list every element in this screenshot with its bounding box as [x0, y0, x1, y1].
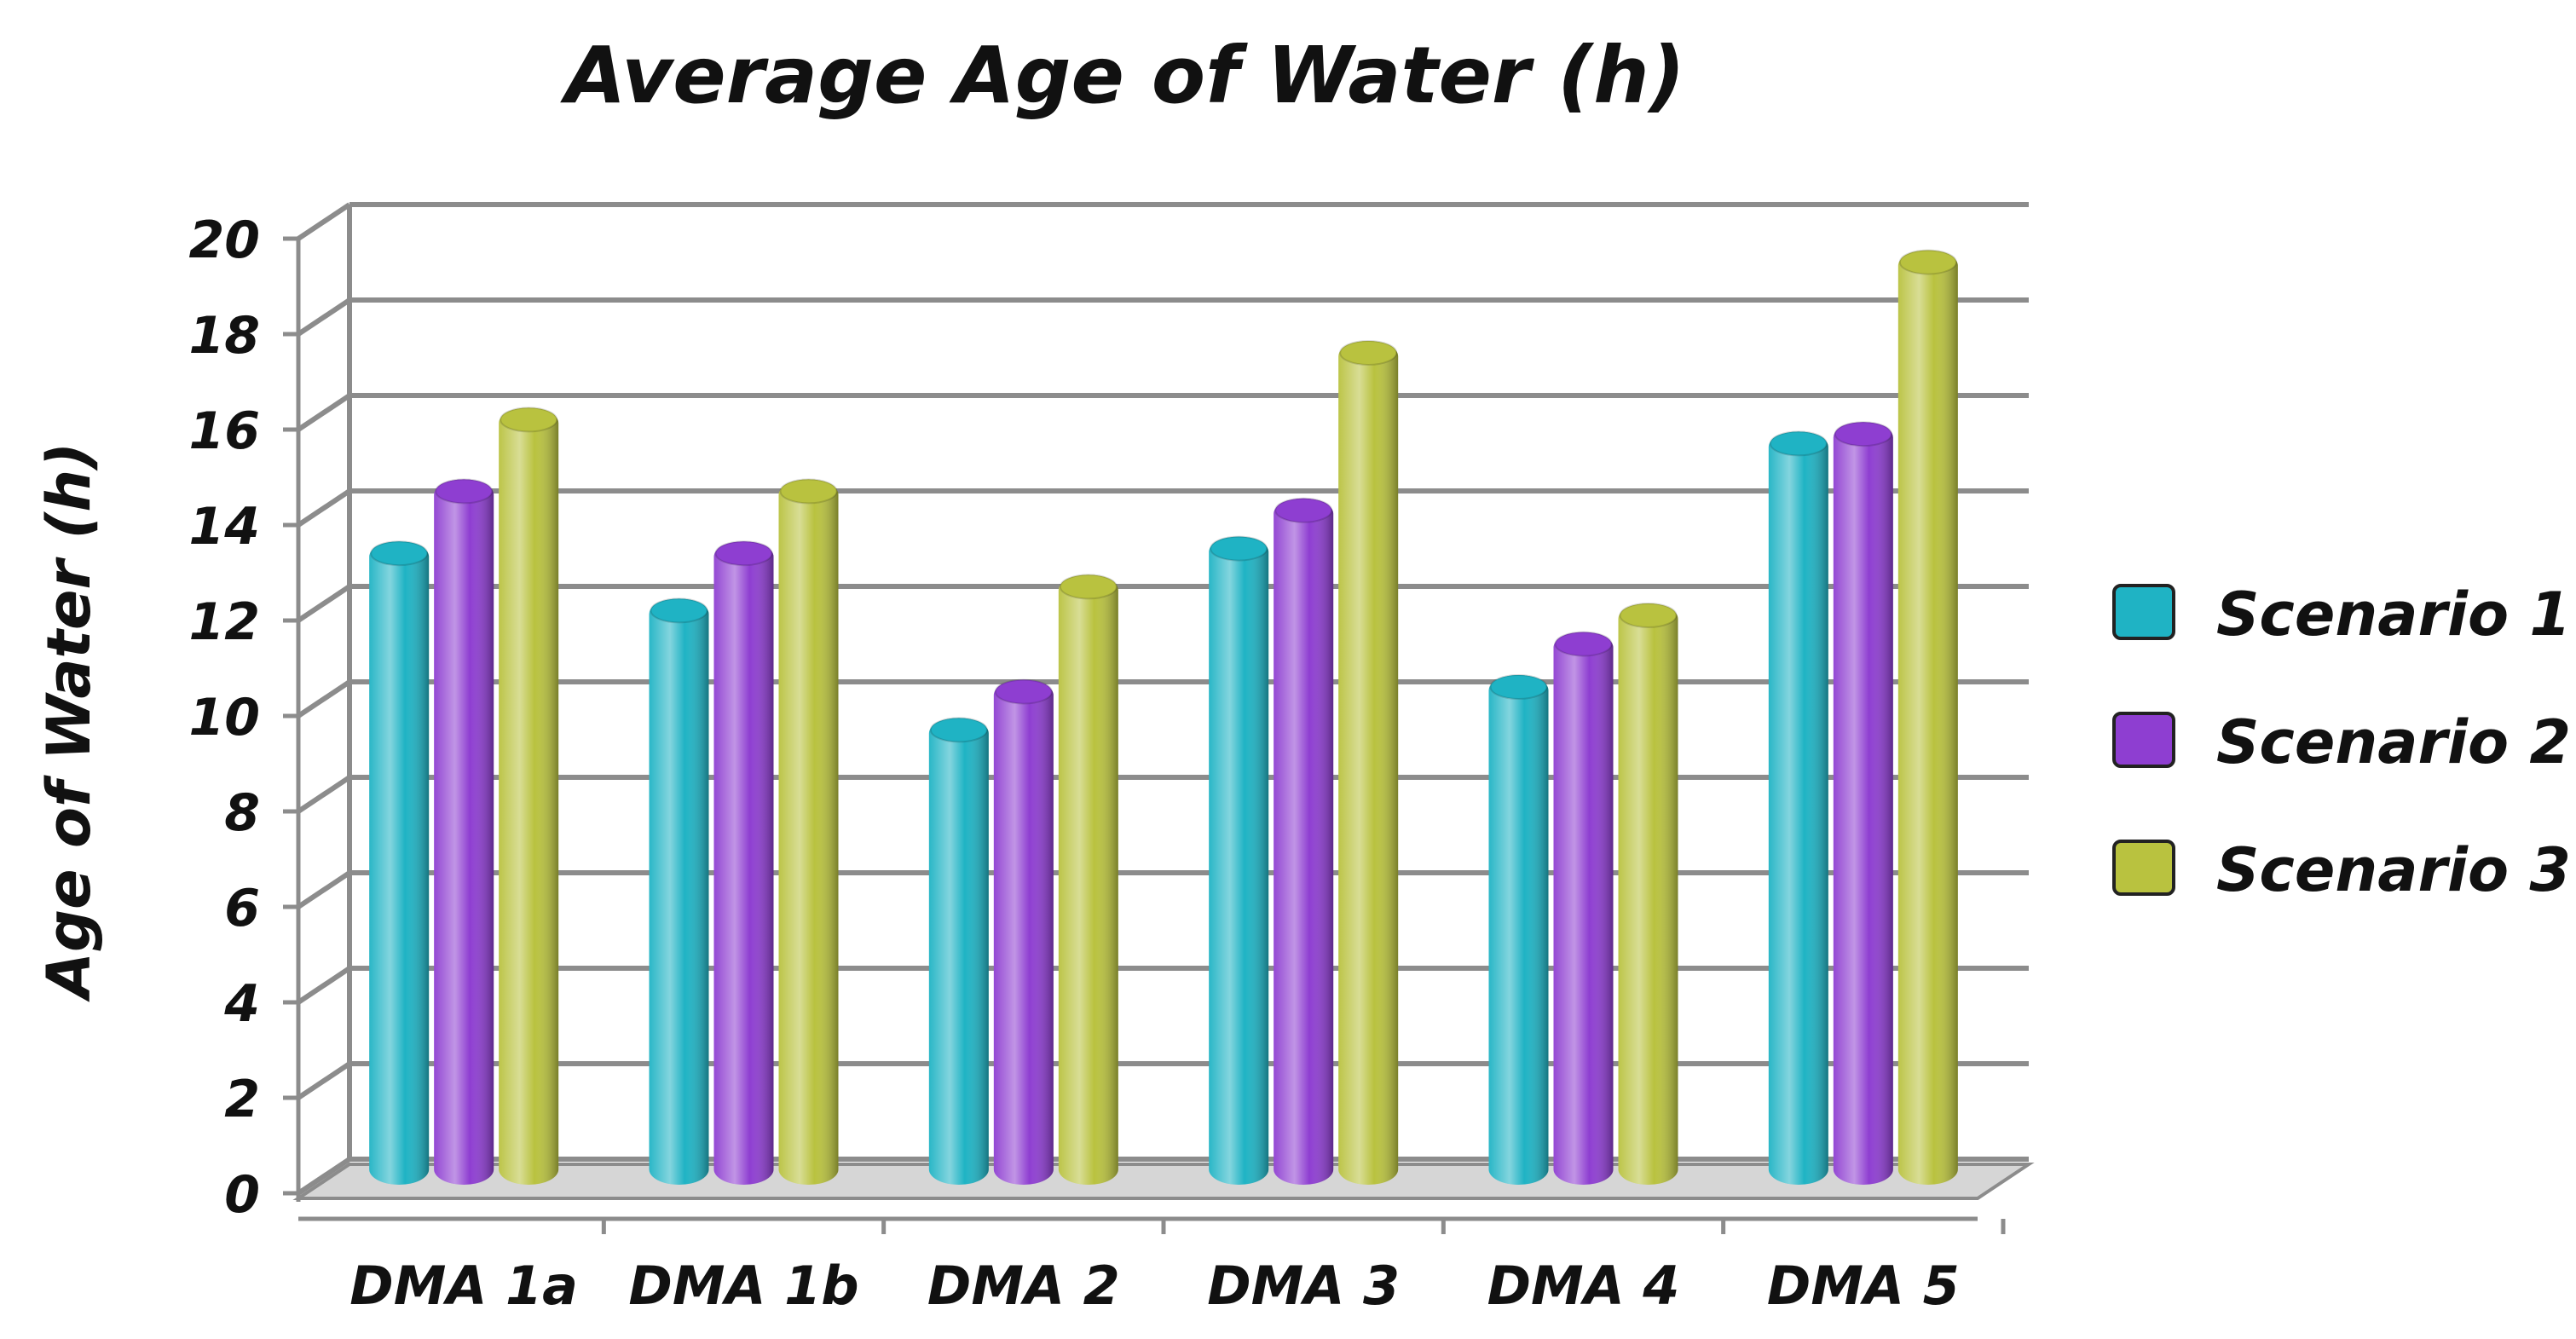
- bar-shine: [1488, 675, 1549, 1185]
- bar-dma-1b-scenario-3: [778, 478, 839, 1185]
- y-tick-label: 4: [223, 974, 260, 1034]
- chart-floor: [292, 1163, 2035, 1221]
- bar-shine: [713, 541, 774, 1185]
- bar-shine: [993, 679, 1054, 1185]
- bar-dma-2-scenario-1: [928, 717, 989, 1185]
- y-tick-label: 6: [224, 879, 260, 938]
- bar-shine: [928, 718, 989, 1185]
- bar-dma-2-scenario-2: [993, 678, 1054, 1185]
- bar-shine: [369, 541, 430, 1185]
- bar-cap: [1898, 249, 1957, 275]
- x-tick-label: DMA 4: [1487, 1255, 1680, 1317]
- bar-shine: [778, 479, 839, 1185]
- legend-swatch: [2112, 712, 2175, 768]
- gridline-diagonal: [297, 297, 351, 337]
- chart-title: Average Age of Water (h): [560, 30, 1685, 121]
- bar-shine: [1768, 431, 1828, 1185]
- bar-cap: [1834, 421, 1892, 447]
- bar-cap: [435, 478, 494, 505]
- y-tick-label: 8: [224, 783, 260, 843]
- bar-cap: [1554, 631, 1613, 657]
- bar-dma-3-scenario-3: [1338, 340, 1399, 1185]
- bar-cap: [929, 717, 988, 743]
- y-tick-label: 20: [189, 211, 261, 270]
- bar-shine: [649, 598, 709, 1185]
- grid: [283, 202, 2029, 1202]
- bar-shine: [434, 479, 494, 1185]
- bar-dma-1b-scenario-1: [649, 597, 709, 1185]
- gridline-diagonal: [297, 202, 351, 241]
- bar-shine: [1897, 250, 1958, 1186]
- bar-shine: [1553, 632, 1614, 1185]
- bar-cap: [1339, 340, 1398, 366]
- x-tick-label: DMA 3: [1207, 1255, 1400, 1317]
- y-tick-label: 18: [189, 306, 261, 366]
- bar-dma-3-scenario-1: [1209, 535, 1269, 1185]
- y-tick-label: 14: [189, 497, 261, 557]
- legend-label: Scenario 3: [2216, 835, 2571, 905]
- gridline-diagonal: [297, 1061, 351, 1100]
- bar-cap: [1210, 535, 1268, 562]
- gridline-diagonal: [297, 870, 351, 909]
- x-axis-ticks: DMA 1a DMA 1b DMA 2 DMA 3 DMA 4 DMA 5: [349, 1219, 2006, 1317]
- y-axis-label: Age of Water (h): [34, 442, 104, 1002]
- bar-cap: [994, 678, 1053, 705]
- bar-cap: [1059, 574, 1118, 600]
- x-tick-label: DMA 1b: [628, 1255, 858, 1317]
- bar-dma-4-scenario-2: [1553, 631, 1614, 1185]
- x-tick-label: DMA 1a: [349, 1255, 578, 1317]
- bar-cap: [1489, 674, 1548, 700]
- legend-label: Scenario 1: [2216, 580, 2571, 649]
- bar-cap: [650, 597, 708, 624]
- legend-label: Scenario 2: [2216, 707, 2571, 777]
- bars: [369, 249, 1958, 1186]
- bar-dma-4-scenario-3: [1618, 603, 1678, 1185]
- bar-dma-1a-scenario-2: [434, 478, 494, 1185]
- bar-shine: [1209, 536, 1269, 1185]
- bar-shine: [1338, 341, 1399, 1185]
- gridline-diagonal: [297, 488, 351, 528]
- x-tick-label: DMA 5: [1767, 1255, 1960, 1317]
- bar-dma-3-scenario-2: [1274, 497, 1334, 1185]
- y-axis-ticks: 0 2 4 6 8 10 12 14 16 18 20: [189, 211, 261, 1225]
- bar-dma-5-scenario-2: [1833, 421, 1893, 1185]
- legend-swatch: [2112, 584, 2175, 640]
- gridline-diagonal: [297, 679, 351, 719]
- bar-dma-5-scenario-3: [1897, 249, 1958, 1186]
- bar-shine: [1618, 603, 1678, 1185]
- gridline-diagonal: [297, 1157, 351, 1196]
- bar-cap: [500, 407, 558, 433]
- bar-shine: [1833, 422, 1893, 1185]
- x-tick-label: DMA 2: [927, 1255, 1120, 1317]
- bar-cap: [370, 540, 429, 567]
- legend-swatch: [2112, 840, 2175, 896]
- y-tick-label: 10: [189, 688, 261, 747]
- bar-dma-2-scenario-3: [1058, 574, 1118, 1185]
- gridline-diagonal: [297, 966, 351, 1005]
- bar-dma-4-scenario-1: [1488, 674, 1549, 1185]
- bar-cap: [714, 540, 773, 567]
- bar-dma-1a-scenario-1: [369, 540, 430, 1185]
- bar-dma-5-scenario-1: [1768, 430, 1828, 1185]
- gridline-diagonal: [297, 393, 351, 432]
- bar-dma-1b-scenario-2: [713, 540, 774, 1185]
- y-tick-label: 12: [189, 592, 261, 652]
- legend: Scenario 1 Scenario 2 Scenario 3: [2112, 580, 2571, 905]
- y-tick-label: 16: [189, 401, 261, 461]
- bar-dma-1a-scenario-3: [499, 407, 559, 1185]
- gridline-diagonal: [297, 584, 351, 623]
- bar-cap: [1619, 603, 1678, 628]
- gridline-diagonal: [297, 775, 351, 814]
- bar-shine: [499, 407, 559, 1185]
- y-tick-label: 2: [224, 1070, 260, 1129]
- bar-shine: [1274, 498, 1334, 1185]
- bar-cap: [1769, 430, 1828, 457]
- bar-cap: [1274, 497, 1333, 523]
- bar-shine: [1058, 574, 1118, 1185]
- bar-cap: [779, 478, 838, 505]
- y-tick-label: 0: [224, 1165, 260, 1225]
